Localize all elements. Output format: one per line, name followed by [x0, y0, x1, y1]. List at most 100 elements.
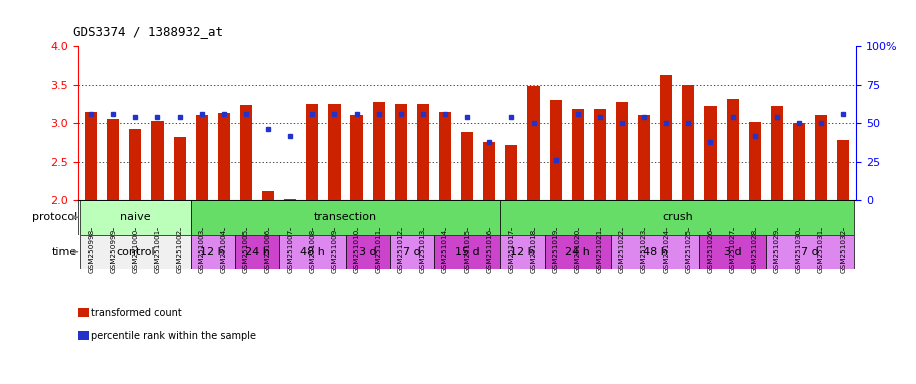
- Text: GSM251002: GSM251002: [177, 228, 182, 273]
- Text: GSM251014: GSM251014: [442, 228, 448, 273]
- Bar: [700, 235, 766, 269]
- Bar: [389, 235, 434, 269]
- Text: GSM251012: GSM251012: [398, 228, 404, 273]
- Text: 48 h: 48 h: [643, 247, 668, 257]
- Bar: [572, 109, 583, 200]
- Text: GSM251023: GSM251023: [641, 228, 647, 273]
- Text: transection: transection: [314, 212, 377, 222]
- Bar: [218, 113, 230, 200]
- Bar: [80, 235, 191, 269]
- Bar: [196, 116, 208, 200]
- Text: GSM251027: GSM251027: [729, 228, 736, 273]
- Bar: [417, 104, 429, 200]
- Text: GSM251025: GSM251025: [685, 228, 692, 273]
- Bar: [284, 199, 296, 200]
- Text: GSM251024: GSM251024: [663, 228, 670, 273]
- Bar: [726, 99, 738, 200]
- Text: GSM251011: GSM251011: [376, 228, 382, 273]
- Bar: [351, 116, 363, 200]
- Text: GSM251031: GSM251031: [818, 228, 824, 273]
- Text: GSM251017: GSM251017: [508, 228, 515, 273]
- Bar: [373, 102, 385, 200]
- Bar: [191, 235, 234, 269]
- Bar: [704, 106, 716, 200]
- Text: time: time: [52, 247, 78, 257]
- Text: 12 h: 12 h: [510, 247, 535, 257]
- Text: GSM251003: GSM251003: [199, 228, 205, 273]
- Text: GDS3374 / 1388932_at: GDS3374 / 1388932_at: [73, 25, 224, 38]
- Bar: [107, 119, 119, 200]
- Bar: [328, 104, 341, 200]
- Text: 3 d: 3 d: [724, 247, 741, 257]
- Bar: [151, 121, 164, 200]
- Bar: [234, 235, 279, 269]
- Bar: [682, 84, 694, 200]
- Bar: [240, 106, 252, 200]
- Text: 24 h: 24 h: [245, 247, 269, 257]
- Bar: [434, 235, 500, 269]
- Text: GSM251020: GSM251020: [574, 228, 581, 273]
- Bar: [306, 104, 319, 200]
- Text: protocol: protocol: [32, 212, 78, 222]
- Text: GSM251026: GSM251026: [707, 228, 714, 273]
- Bar: [80, 200, 191, 235]
- Bar: [129, 129, 141, 200]
- Text: GSM251013: GSM251013: [420, 228, 426, 273]
- Bar: [500, 200, 855, 235]
- Bar: [837, 140, 849, 200]
- Bar: [550, 100, 562, 200]
- Bar: [528, 86, 540, 200]
- Text: 7 d: 7 d: [403, 247, 420, 257]
- Text: GSM251028: GSM251028: [752, 228, 758, 273]
- Bar: [173, 137, 186, 200]
- Bar: [793, 123, 805, 200]
- Text: GSM251030: GSM251030: [796, 228, 802, 273]
- Text: crush: crush: [662, 212, 692, 222]
- Text: GSM251015: GSM251015: [464, 228, 470, 273]
- Text: GSM251021: GSM251021: [597, 228, 603, 273]
- Bar: [815, 116, 827, 200]
- Text: GSM251008: GSM251008: [310, 228, 315, 273]
- Text: GSM251010: GSM251010: [354, 228, 360, 273]
- Bar: [345, 235, 389, 269]
- Bar: [506, 145, 518, 200]
- Bar: [770, 106, 783, 200]
- Text: GSM251019: GSM251019: [552, 228, 559, 273]
- Text: GSM251001: GSM251001: [155, 228, 160, 273]
- Bar: [766, 235, 855, 269]
- Text: 48 h: 48 h: [300, 247, 325, 257]
- Bar: [500, 235, 545, 269]
- Text: control: control: [116, 247, 155, 257]
- Text: percentile rank within the sample: percentile rank within the sample: [91, 331, 256, 341]
- Text: GSM250999: GSM250999: [110, 228, 116, 273]
- Text: GSM251000: GSM251000: [133, 228, 138, 273]
- Text: GSM251005: GSM251005: [243, 228, 249, 273]
- Bar: [616, 102, 628, 200]
- Bar: [279, 235, 345, 269]
- Bar: [748, 122, 761, 200]
- Bar: [594, 109, 606, 200]
- Text: 12 h: 12 h: [201, 247, 225, 257]
- Bar: [439, 112, 451, 200]
- Text: GSM251004: GSM251004: [221, 228, 227, 273]
- Text: GSM251009: GSM251009: [332, 228, 337, 273]
- Text: naive: naive: [120, 212, 151, 222]
- Text: GSM250998: GSM250998: [88, 228, 94, 273]
- Text: GSM251022: GSM251022: [619, 228, 625, 273]
- Text: GSM251032: GSM251032: [840, 228, 846, 273]
- Text: transformed count: transformed count: [91, 308, 181, 318]
- Text: 15 d: 15 d: [455, 247, 479, 257]
- Bar: [395, 104, 407, 200]
- Bar: [85, 112, 97, 200]
- Bar: [191, 200, 500, 235]
- Bar: [638, 116, 650, 200]
- Bar: [545, 235, 611, 269]
- Text: GSM251016: GSM251016: [486, 228, 492, 273]
- Text: GSM251006: GSM251006: [265, 228, 271, 273]
- Text: 3 d: 3 d: [359, 247, 376, 257]
- Text: 7 d: 7 d: [802, 247, 819, 257]
- Bar: [484, 142, 496, 200]
- Text: GSM251029: GSM251029: [774, 228, 780, 273]
- Text: GSM251018: GSM251018: [530, 228, 537, 273]
- Bar: [660, 74, 672, 200]
